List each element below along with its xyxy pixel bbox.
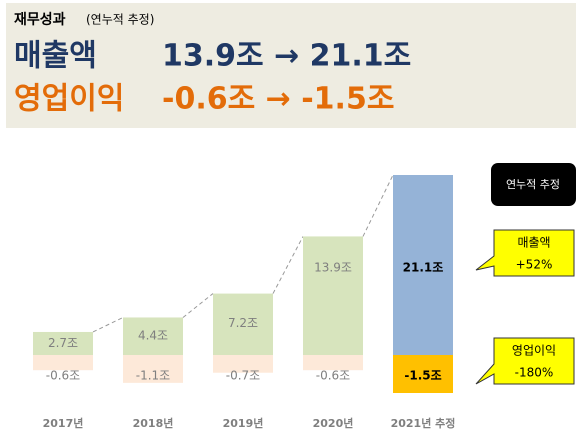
value-label: -0.6조 xyxy=(46,369,80,383)
value-label: -1.1조 xyxy=(136,369,170,383)
callout xyxy=(475,229,575,277)
bar xyxy=(123,317,183,355)
x-tick-label: 2018년 xyxy=(133,416,174,430)
value-label: 21.1조 xyxy=(403,261,444,275)
callout-value: -180% xyxy=(515,366,554,380)
connector xyxy=(272,236,304,294)
value-label: -1.5조 xyxy=(404,369,441,383)
x-tick-label: 2017년 xyxy=(43,416,84,430)
bar xyxy=(303,355,363,371)
x-tick-label: 2019년 xyxy=(223,416,264,430)
value-label: -0.7조 xyxy=(226,369,260,383)
revenue-label: 매출액 xyxy=(14,39,97,74)
callout xyxy=(475,337,575,385)
badge-text: 연누적 추정 xyxy=(506,178,560,191)
bar xyxy=(213,293,273,355)
value-label: 13.9조 xyxy=(314,261,352,275)
bar xyxy=(213,355,273,373)
value-label: 2.7조 xyxy=(48,336,78,350)
x-tick-label: 2020년 xyxy=(313,416,354,430)
bar xyxy=(393,175,453,355)
bar xyxy=(303,236,363,355)
bar xyxy=(33,355,93,371)
connector xyxy=(362,174,394,237)
bar xyxy=(33,331,93,355)
badge xyxy=(491,163,576,206)
revenue-text: 13.9조 → 21.1조 xyxy=(162,39,411,74)
connector xyxy=(182,293,214,318)
x-tick-label: 2021년 추정 xyxy=(391,416,456,430)
callout-name: 영업이익 xyxy=(512,344,556,358)
bar xyxy=(393,355,453,393)
header-subtitle: (연누적 추정) xyxy=(86,13,154,27)
value-label: 4.4조 xyxy=(138,329,168,343)
callout-value: +52% xyxy=(516,258,553,272)
connector xyxy=(92,317,124,333)
bar xyxy=(123,355,183,383)
value-label: 7.2조 xyxy=(228,316,258,330)
profit-text: -0.6조 → -1.5조 xyxy=(162,82,394,117)
callout-name: 매출액 xyxy=(517,236,550,250)
value-label: -0.6조 xyxy=(316,369,350,383)
header-box xyxy=(6,3,576,128)
profit-label: 영업이익 xyxy=(14,82,124,117)
header-title: 재무성과 xyxy=(14,12,66,28)
